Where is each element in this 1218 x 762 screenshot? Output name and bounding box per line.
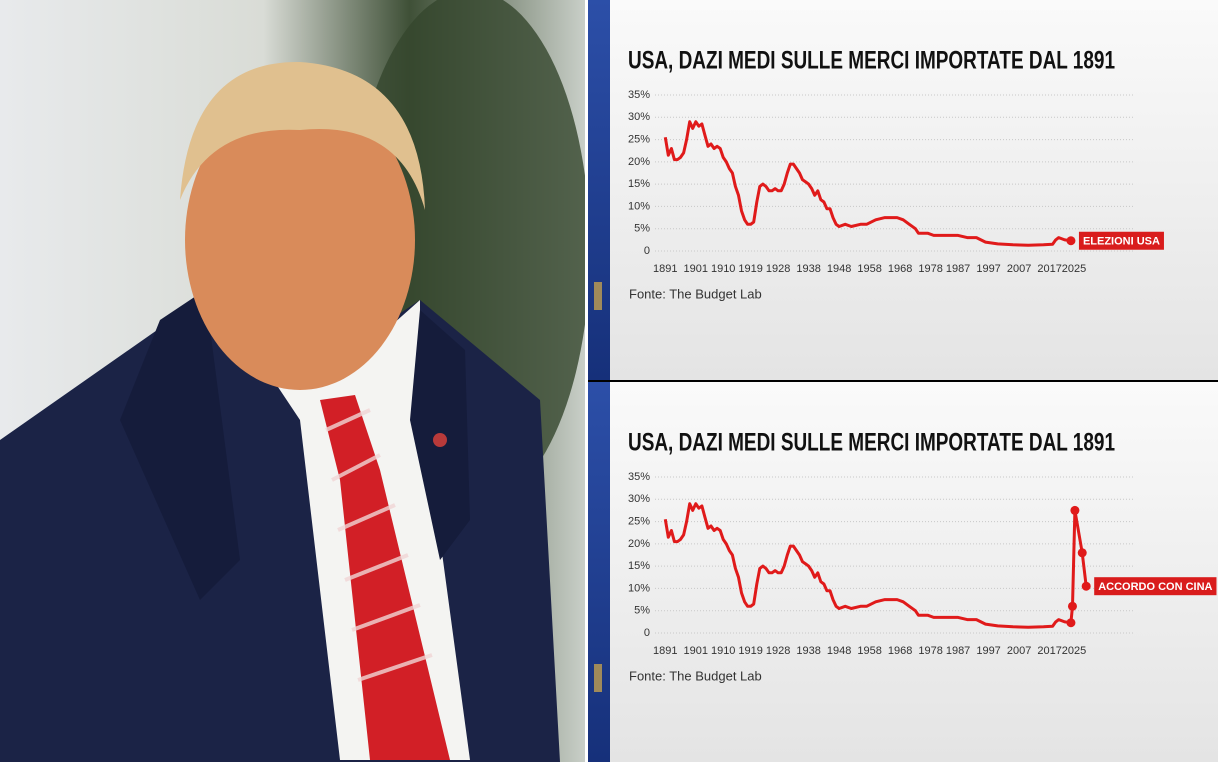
data-point xyxy=(1066,618,1076,628)
photo xyxy=(0,0,590,762)
x-tick-label: 1978 xyxy=(918,645,942,657)
chart-panel: USA, DAZI MEDI SULLE MERCI IMPORTATE DAL… xyxy=(588,382,1218,762)
x-tick-label: 1938 xyxy=(796,263,820,275)
x-tick-label: 1968 xyxy=(888,263,912,275)
chart-title: USA, DAZI MEDI SULLE MERCI IMPORTATE DAL… xyxy=(628,429,1115,457)
y-tick-label: 0 xyxy=(644,245,650,257)
x-tick-label: 1978 xyxy=(918,263,942,275)
y-tick-label: 5% xyxy=(634,223,650,235)
x-tick-label: 1997 xyxy=(976,645,1000,657)
chart-title: USA, DAZI MEDI SULLE MERCI IMPORTATE DAL… xyxy=(628,47,1115,75)
x-tick-label: 1948 xyxy=(827,645,851,657)
x-tick-label: 1938 xyxy=(796,645,820,657)
y-tick-label: 35% xyxy=(628,89,650,101)
x-tick-label: 2017 xyxy=(1037,263,1061,275)
panel-background xyxy=(588,382,1218,762)
chart-panel: USA, DAZI MEDI SULLE MERCI IMPORTATE DAL… xyxy=(588,0,1218,380)
x-tick-label: 1987 xyxy=(946,263,970,275)
x-tick-label: 1891 xyxy=(653,263,677,275)
x-tick-label: 1997 xyxy=(976,263,1000,275)
annotation: ELEZIONI USA xyxy=(1083,236,1160,248)
panel-background xyxy=(588,0,1218,380)
x-tick-label: 2025 xyxy=(1062,645,1086,657)
x-tick-label: 1901 xyxy=(684,645,708,657)
y-tick-label: 30% xyxy=(628,493,650,505)
y-tick-label: 5% xyxy=(634,605,650,617)
y-tick-label: 10% xyxy=(628,582,650,594)
data-point xyxy=(1070,505,1080,515)
strip-marker xyxy=(594,282,602,310)
y-tick-label: 30% xyxy=(628,111,650,123)
y-tick-label: 35% xyxy=(628,471,650,483)
x-tick-label: 1891 xyxy=(653,645,677,657)
x-tick-label: 1928 xyxy=(766,263,790,275)
x-tick-label: 1958 xyxy=(857,263,881,275)
y-tick-label: 20% xyxy=(628,538,650,550)
x-tick-label: 1919 xyxy=(738,263,762,275)
data-point xyxy=(1067,601,1077,611)
side-strip xyxy=(588,382,610,762)
source: Fonte: The Budget Lab xyxy=(629,668,762,683)
side-strip xyxy=(588,0,610,380)
x-tick-label: 1928 xyxy=(766,645,790,657)
x-tick-label: 1948 xyxy=(827,263,851,275)
y-tick-label: 15% xyxy=(628,560,650,572)
y-tick-label: 25% xyxy=(628,133,650,145)
y-tick-label: 20% xyxy=(628,156,650,168)
data-line xyxy=(663,502,1088,629)
y-tick-label: 10% xyxy=(628,200,650,212)
source: Fonte: The Budget Lab xyxy=(629,286,762,301)
x-tick-label: 2007 xyxy=(1007,263,1031,275)
x-tick-label: 1901 xyxy=(684,263,708,275)
x-tick-label: 1958 xyxy=(857,645,881,657)
y-tick-label: 25% xyxy=(628,515,650,527)
x-tick-label: 2007 xyxy=(1007,645,1031,657)
x-tick-label: 2017 xyxy=(1037,645,1061,657)
x-tick-label: 1987 xyxy=(946,645,970,657)
data-point xyxy=(1066,236,1076,246)
y-tick-label: 0 xyxy=(644,627,650,639)
x-tick-label: 1919 xyxy=(738,645,762,657)
data-line xyxy=(663,120,1072,247)
divider xyxy=(585,0,588,762)
annotation: ACCORDO CON CINA xyxy=(1098,581,1212,593)
strip-marker xyxy=(594,664,602,692)
y-tick-label: 15% xyxy=(628,178,650,190)
x-tick-label: 1910 xyxy=(711,263,735,275)
data-point xyxy=(1077,548,1087,558)
data-point xyxy=(1081,581,1091,591)
annotation-box xyxy=(1078,231,1164,250)
chart-panels: USA, DAZI MEDI SULLE MERCI IMPORTATE DAL… xyxy=(588,0,1218,762)
annotation-box xyxy=(1094,577,1217,596)
x-tick-label: 1968 xyxy=(888,645,912,657)
x-tick-label: 1910 xyxy=(711,645,735,657)
x-tick-label: 2025 xyxy=(1062,263,1086,275)
